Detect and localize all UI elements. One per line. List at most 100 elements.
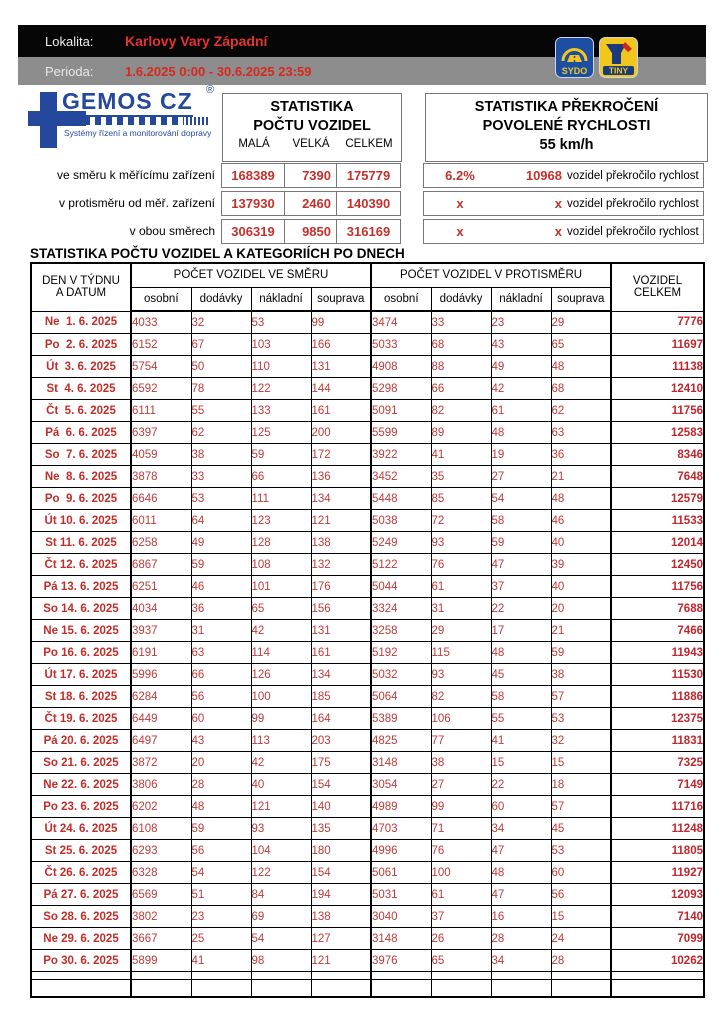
cell-value: 6152 (130, 333, 192, 356)
cell-value: 6592 (130, 377, 192, 400)
count-celkem: 140390 (346, 196, 391, 211)
cell-value: 100 (430, 861, 492, 884)
speed-limit-value: 55 km/h (539, 137, 594, 153)
cell-date: Pá 20. 6. 2025 (30, 729, 132, 752)
cell-value: 41 (490, 729, 552, 752)
empty-row (30, 971, 705, 980)
cell-value: 33 (430, 310, 492, 334)
cell-value: 99 (310, 310, 372, 334)
cell-value: 61 (430, 575, 492, 598)
cell-total: 7099 (610, 927, 705, 950)
cell-total: 10262 (610, 949, 705, 972)
cell-value: 6191 (130, 641, 192, 664)
cell-value: 122 (250, 861, 312, 884)
cell-value: 5298 (370, 377, 432, 400)
cell-value: 93 (250, 817, 312, 840)
cell-value: 5038 (370, 509, 432, 532)
cell-value: 59 (190, 817, 252, 840)
cell-value: 88 (430, 355, 492, 378)
cell-value: 15 (550, 905, 612, 928)
cell-value: 77 (430, 729, 492, 752)
cell-value: 37 (430, 905, 492, 928)
cell-total: 11886 (610, 685, 705, 708)
cell-value: 22 (490, 597, 552, 620)
cell-value: 28 (550, 949, 612, 972)
cell-value: 15 (490, 751, 552, 774)
empty-cell (430, 971, 492, 980)
cell-date: Út 24. 6. 2025 (30, 817, 132, 840)
direction-row: ve směru k měřícímu zařízení 168389 7390 17… (25, 163, 706, 188)
cell-value: 106 (430, 707, 492, 730)
cell-value: 59 (190, 553, 252, 576)
cell-value: 6011 (130, 509, 192, 532)
cell-value: 3806 (130, 773, 192, 796)
subheader-souprava: souprava (550, 286, 612, 312)
cell-total: 11927 (610, 861, 705, 884)
cell-value: 48 (490, 421, 552, 444)
empty-cell (490, 971, 552, 980)
cell-date: Čt 19. 6. 2025 (30, 707, 132, 730)
header-group-opposite: POČET VOZIDEL V PROTISMĚRU (370, 262, 612, 288)
cell-value: 5122 (370, 553, 432, 576)
cell-value: 5754 (130, 355, 192, 378)
cell-total: 7149 (610, 773, 705, 796)
cell-value: 6569 (130, 883, 192, 906)
direction-stat-rows: ve směru k měřícímu zařízení 168389 7390 17… (25, 163, 706, 247)
cell-date: So 28. 6. 2025 (30, 905, 132, 928)
cell-value: 21 (550, 465, 612, 488)
cell-value: 24 (550, 927, 612, 950)
empty-row (30, 979, 705, 998)
speed-title-line1: STATISTIKA PŘEKROČENÍ (474, 99, 659, 115)
cell-value: 59 (250, 443, 312, 466)
cell-value: 41 (190, 949, 252, 972)
cell-value: 6867 (130, 553, 192, 576)
cell-value: 46 (190, 575, 252, 598)
cell-total: 7776 (610, 310, 705, 334)
cell-value: 99 (430, 795, 492, 818)
cell-value: 3148 (370, 751, 432, 774)
count-mala: 137930 (222, 192, 285, 215)
cell-value: 31 (430, 597, 492, 620)
cell-value: 113 (250, 729, 312, 752)
cell-value: 57 (550, 685, 612, 708)
table-row: So 14. 6. 2025 4034 36 65 156 3324 31 22 20 7688 (30, 597, 705, 620)
col-mala: MALÁ (238, 138, 270, 150)
cell-value: 3148 (370, 927, 432, 950)
cell-value: 82 (430, 685, 492, 708)
col-velka: VELKÁ (292, 138, 330, 150)
direction-row: v obou směrech 306319 9850 316169 x x vozidel … (25, 219, 706, 244)
cell-value: 123 (250, 509, 312, 532)
cell-date: St 11. 6. 2025 (30, 531, 132, 554)
cell-value: 176 (310, 575, 372, 598)
cell-value: 58 (490, 509, 552, 532)
cell-value: 48 (550, 487, 612, 510)
empty-cell (610, 979, 705, 998)
cell-date: So 14. 6. 2025 (30, 597, 132, 620)
count-celkem: 175779 (346, 168, 391, 183)
cell-value: 62 (190, 421, 252, 444)
cell-value: 59 (490, 531, 552, 554)
cell-total: 11138 (610, 355, 705, 378)
cell-value: 65 (430, 949, 492, 972)
cell-value: 131 (310, 355, 372, 378)
table-row: Pá 6. 6. 2025 6397 62 125 200 5599 89 48 63 12583 (30, 421, 705, 444)
header-day-date: DEN V TÝDNU A DATUM (30, 262, 132, 312)
cell-date: Ne 22. 6. 2025 (30, 773, 132, 796)
lokalita-value: Karlovy Vary Západní (125, 33, 268, 49)
cell-value: 46 (550, 509, 612, 532)
speed-count: x (554, 196, 562, 211)
cell-date: Čt 5. 6. 2025 (30, 399, 132, 422)
cell-value: 6646 (130, 487, 192, 510)
cell-value: 185 (310, 685, 372, 708)
cell-value: 135 (310, 817, 372, 840)
cell-value: 125 (250, 421, 312, 444)
empty-cell (30, 979, 132, 998)
cell-value: 60 (550, 861, 612, 884)
cell-value: 45 (490, 663, 552, 686)
svg-text:TINY: TINY (609, 66, 629, 76)
cell-value: 34 (490, 949, 552, 972)
cell-date: St 4. 6. 2025 (30, 377, 132, 400)
gemos-logo: GEMOS CZ ® Systémy řízení a monitorování… (28, 84, 233, 150)
cell-value: 28 (190, 773, 252, 796)
cell-total: 11533 (610, 509, 705, 532)
